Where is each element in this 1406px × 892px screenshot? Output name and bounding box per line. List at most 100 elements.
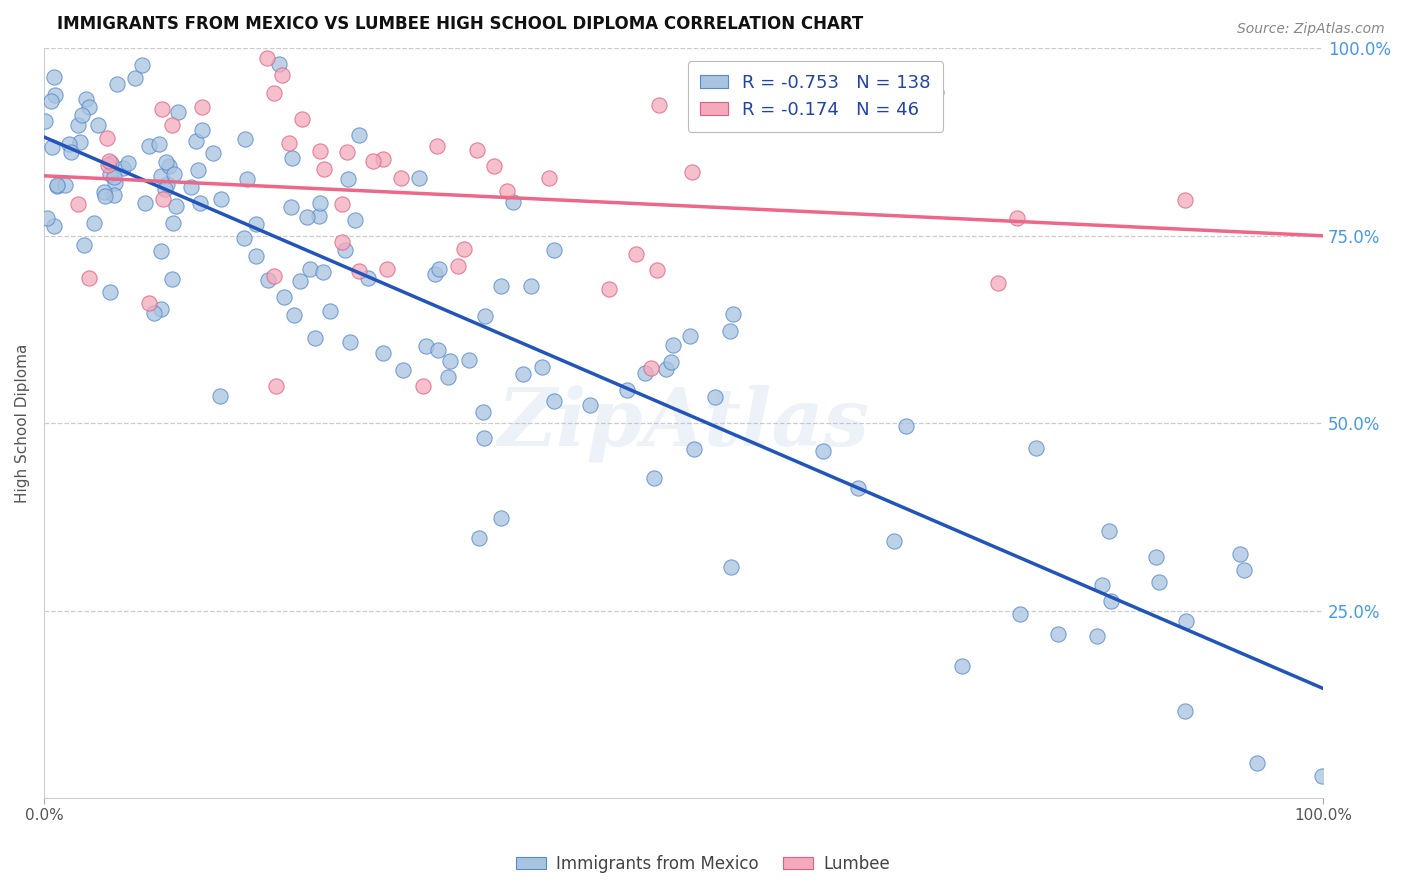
Point xyxy=(412,378,434,392)
Point xyxy=(1005,211,1028,226)
Point xyxy=(309,196,332,211)
Point xyxy=(70,107,93,121)
Point xyxy=(53,178,76,193)
Point xyxy=(273,290,295,304)
Point xyxy=(659,355,682,369)
Point xyxy=(44,87,66,102)
Point xyxy=(846,481,869,495)
Point xyxy=(543,244,565,258)
Point xyxy=(531,359,554,374)
Point xyxy=(950,658,973,673)
Point xyxy=(117,156,139,170)
Point xyxy=(191,100,214,114)
Point xyxy=(165,199,187,213)
Point xyxy=(44,70,66,84)
Point xyxy=(236,171,259,186)
Point xyxy=(1149,575,1171,590)
Point xyxy=(512,367,534,381)
Point xyxy=(634,366,657,380)
Point xyxy=(111,161,134,175)
Point xyxy=(389,170,412,185)
Point xyxy=(39,95,62,109)
Point xyxy=(339,334,361,349)
Point xyxy=(337,171,360,186)
Point xyxy=(468,531,491,545)
Point xyxy=(232,231,254,245)
Point xyxy=(93,185,115,199)
Point xyxy=(77,271,100,285)
Point xyxy=(87,118,110,132)
Point xyxy=(97,158,120,172)
Point xyxy=(723,307,745,321)
Point xyxy=(654,362,676,376)
Point xyxy=(1098,524,1121,539)
Point xyxy=(471,405,494,419)
Point xyxy=(336,145,359,160)
Point xyxy=(425,267,447,281)
Point xyxy=(104,176,127,190)
Point xyxy=(1310,768,1333,782)
Point xyxy=(415,339,437,353)
Point xyxy=(150,169,173,184)
Point xyxy=(280,200,302,214)
Point xyxy=(1025,441,1047,455)
Point xyxy=(124,70,146,85)
Point xyxy=(134,196,156,211)
Point xyxy=(467,143,489,157)
Point xyxy=(924,85,946,99)
Point xyxy=(278,136,301,150)
Point xyxy=(472,431,495,445)
Point xyxy=(309,144,332,158)
Point xyxy=(94,189,117,203)
Point xyxy=(648,97,671,112)
Point xyxy=(263,86,285,100)
Point xyxy=(98,285,121,300)
Point xyxy=(1099,593,1122,607)
Point xyxy=(100,156,122,170)
Point xyxy=(288,274,311,288)
Point xyxy=(1174,193,1197,207)
Point xyxy=(245,217,267,231)
Point xyxy=(131,58,153,72)
Point xyxy=(299,262,322,277)
Legend: Immigrants from Mexico, Lumbee: Immigrants from Mexico, Lumbee xyxy=(509,848,897,880)
Point xyxy=(1174,704,1197,718)
Point xyxy=(150,103,173,117)
Legend: R = -0.753   N = 138, R = -0.174   N = 46: R = -0.753 N = 138, R = -0.174 N = 46 xyxy=(688,62,943,131)
Point xyxy=(156,177,179,191)
Point xyxy=(361,154,384,169)
Point xyxy=(150,244,173,259)
Point xyxy=(105,77,128,91)
Point xyxy=(681,164,703,178)
Point xyxy=(703,390,725,404)
Point xyxy=(489,279,512,293)
Text: IMMIGRANTS FROM MEXICO VS LUMBEE HIGH SCHOOL DIPLOMA CORRELATION CHART: IMMIGRANTS FROM MEXICO VS LUMBEE HIGH SC… xyxy=(56,15,863,33)
Point xyxy=(718,324,741,338)
Point xyxy=(304,331,326,345)
Point xyxy=(645,262,668,277)
Point xyxy=(153,182,176,196)
Point xyxy=(295,210,318,224)
Point xyxy=(266,378,288,392)
Point xyxy=(330,197,353,211)
Point xyxy=(46,178,69,193)
Point xyxy=(496,184,519,198)
Point xyxy=(373,346,395,360)
Point xyxy=(233,131,256,145)
Point xyxy=(209,193,232,207)
Point xyxy=(152,192,174,206)
Point xyxy=(375,261,398,276)
Point xyxy=(44,219,66,234)
Point xyxy=(59,145,82,159)
Point xyxy=(427,262,450,277)
Text: Source: ZipAtlas.com: Source: ZipAtlas.com xyxy=(1237,22,1385,37)
Point xyxy=(349,128,371,143)
Point xyxy=(437,370,460,384)
Point xyxy=(319,303,342,318)
Point xyxy=(312,162,335,177)
Point xyxy=(160,119,183,133)
Point xyxy=(439,354,461,368)
Point xyxy=(267,57,290,71)
Point xyxy=(58,136,80,151)
Point xyxy=(662,338,685,352)
